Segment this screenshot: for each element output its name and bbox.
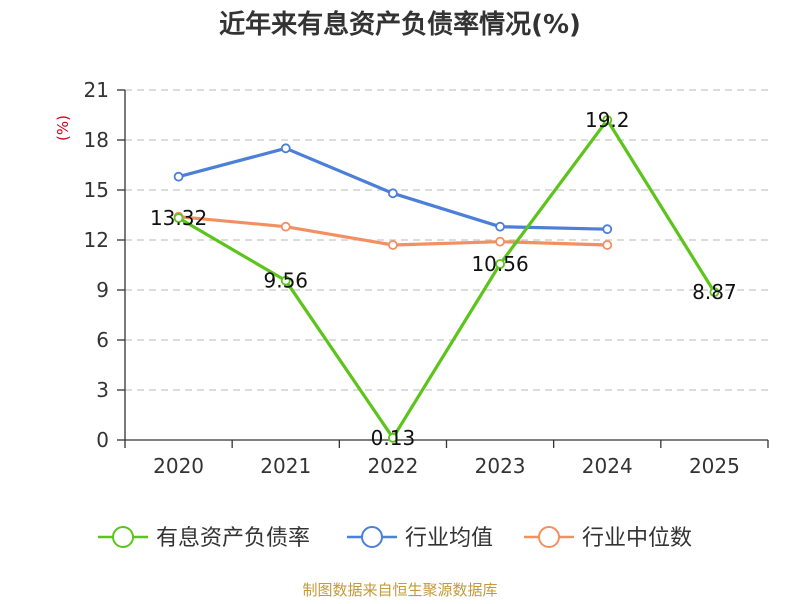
source-note: 制图数据来自恒生聚源数据库 <box>302 581 497 599</box>
data-point <box>709 287 720 298</box>
x-tick-label: 2022 <box>367 454 418 478</box>
data-labels: 13.32 9.56 0.13 10.56 19.2 8.87 <box>150 108 737 450</box>
data-point <box>495 236 505 247</box>
data-point <box>280 221 291 232</box>
chart-title: 近年来有息资产负债率情况(%) <box>219 9 581 40</box>
data-label: 13.32 <box>150 206 207 230</box>
y-tick-label: 0 <box>96 428 109 452</box>
y-axis-label: (%) <box>54 115 72 141</box>
legend-item: 有息资产负债率 <box>98 526 310 551</box>
legend-label: 行业均值 <box>405 526 493 551</box>
data-label: 0.13 <box>371 426 416 450</box>
data-point <box>495 221 505 232</box>
data-label: 19.2 <box>585 108 630 132</box>
x-tick-label: 2023 <box>475 454 526 478</box>
y-tick-label: 18 <box>84 128 109 152</box>
y-tick-label: 12 <box>84 228 109 252</box>
data-point <box>173 213 184 223</box>
x-tick-label: 2020 <box>153 454 204 478</box>
legend: 有息资产负债率 行业均值 行业中位数 <box>98 526 692 551</box>
data-point <box>173 171 184 182</box>
legend-item: 行业均值 <box>347 526 493 551</box>
x-tick-label: 2025 <box>689 454 740 478</box>
legend-label: 有息资产负债率 <box>156 526 310 551</box>
data-point <box>602 115 613 125</box>
legend-marker <box>361 526 383 548</box>
series-lines <box>173 115 720 443</box>
data-point <box>388 240 398 250</box>
y-tick-label: 3 <box>96 378 109 402</box>
series-line-0 <box>176 118 717 440</box>
axes: 0 3 6 9 12 15 18 21 2020 2021 2022 2023 2024 2025 <box>84 78 769 478</box>
data-point <box>280 143 291 154</box>
data-label: 8.87 <box>692 280 737 304</box>
data-point <box>388 188 398 199</box>
data-point <box>280 275 291 286</box>
data-point <box>388 432 398 443</box>
y-tick-label: 21 <box>84 78 109 102</box>
legend-label: 行业中位数 <box>582 526 692 551</box>
y-tick-label: 6 <box>96 328 109 352</box>
y-tick-label: 9 <box>96 278 109 302</box>
x-tick-label: 2021 <box>260 454 311 478</box>
data-point <box>602 240 613 250</box>
data-label: 9.56 <box>263 269 308 293</box>
x-tick-label: 2024 <box>582 454 633 478</box>
legend-marker <box>538 526 560 548</box>
grid-lines <box>125 89 768 391</box>
data-point <box>495 259 505 269</box>
data-label: 10.56 <box>471 252 528 276</box>
data-point <box>602 224 613 235</box>
legend-marker <box>112 526 134 548</box>
legend-item: 行业中位数 <box>524 526 692 551</box>
y-tick-label: 15 <box>84 178 109 202</box>
